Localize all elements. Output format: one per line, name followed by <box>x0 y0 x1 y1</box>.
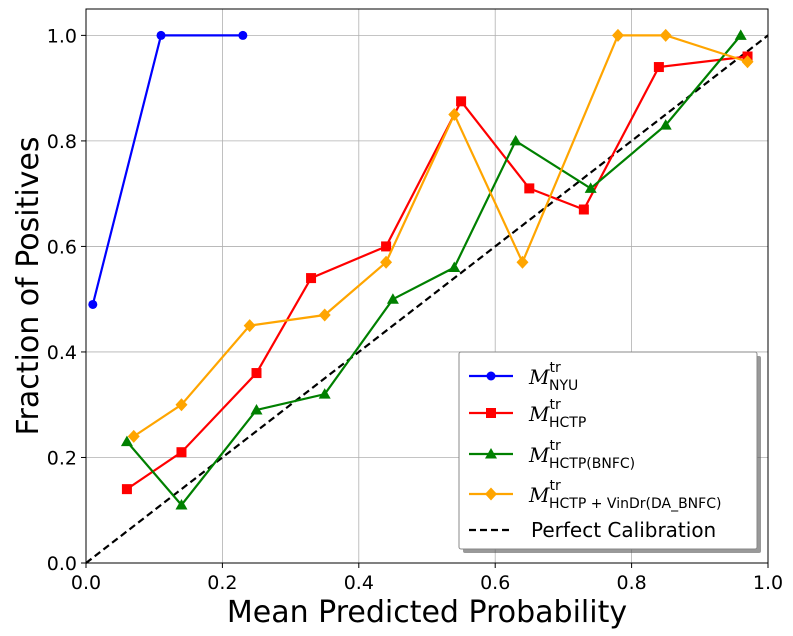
y-tick-label: 0.4 <box>47 342 77 364</box>
x-tick-label: 0.4 <box>344 572 374 594</box>
data-point <box>653 62 664 73</box>
legend-marker <box>486 371 496 381</box>
legend-label: Mtr HCTP <box>528 397 586 431</box>
data-point <box>611 28 624 42</box>
series-hctp-bnfc- <box>120 29 747 510</box>
series-line <box>126 34 742 507</box>
y-tick-label: 0.8 <box>47 131 77 153</box>
legend-label-main: M <box>528 483 550 507</box>
y-tick-label: 0.2 <box>47 447 77 469</box>
x-axis-label: Mean Predicted Probability <box>227 595 627 630</box>
data-point <box>306 273 317 284</box>
data-point <box>386 293 399 304</box>
legend-label-main: M <box>528 443 550 467</box>
axes: 0.0 0.2 0.4 0.6 0.8 1.0 0.0 0.2 0.4 0.6 0.8 1.0 <box>47 8 783 594</box>
legend-label-main: M <box>528 402 550 426</box>
x-tick-label: 0.6 <box>480 572 510 594</box>
series-line <box>133 34 748 438</box>
data-point <box>456 96 467 107</box>
x-tick-label: 0.8 <box>616 572 646 594</box>
data-point <box>448 261 461 273</box>
y-axis-label: Fraction of Positives <box>11 136 46 435</box>
legend-label-sub: NYU <box>549 378 578 394</box>
data-point <box>734 29 747 40</box>
data-point <box>127 429 140 443</box>
data-point <box>318 388 331 399</box>
data-point <box>516 255 529 269</box>
series-line <box>91 34 243 305</box>
series-line <box>126 55 748 491</box>
data-point <box>175 498 188 510</box>
legend-label-sup: tr <box>549 478 560 494</box>
data-point <box>156 30 166 40</box>
data-point <box>250 403 263 415</box>
legend-marker <box>485 487 497 501</box>
legend-label: Mtr HCTP(BNFC) <box>528 438 635 472</box>
data-point <box>88 299 98 309</box>
data-point <box>243 319 256 333</box>
perfect-calibration-line <box>85 34 769 564</box>
data-point <box>121 484 132 495</box>
legend-label-sup: tr <box>549 360 560 376</box>
data-point <box>381 241 392 252</box>
data-point <box>380 255 393 269</box>
legend-marker <box>486 408 496 418</box>
data-point <box>251 368 262 379</box>
legend-label-sup: tr <box>549 397 560 413</box>
data-point <box>578 204 589 215</box>
data-point <box>448 108 461 122</box>
data-point <box>175 398 188 412</box>
legend-label: Perfect Calibration <box>531 518 716 542</box>
data-point <box>176 447 187 458</box>
data-point <box>509 134 522 146</box>
x-tick-label: 0.0 <box>71 572 101 594</box>
y-tick-label: 0.6 <box>47 236 77 258</box>
legend-label-main: M <box>528 365 550 389</box>
data-point <box>659 119 672 130</box>
x-tick-label: 1.0 <box>753 572 783 594</box>
data-point <box>584 182 597 193</box>
y-tick-label: 1.0 <box>47 25 77 47</box>
data-point <box>238 30 248 40</box>
data-point <box>120 435 133 447</box>
series-hctp-vindr-da-bnfc- <box>127 28 754 443</box>
series-nyu <box>88 30 248 309</box>
legend-label-sub: HCTP(BNFC) <box>549 456 635 472</box>
data-point <box>659 28 672 42</box>
legend-label-sup: tr <box>549 438 560 454</box>
legend-label-sub: HCTP + VinDr(DA_BNFC) <box>549 496 721 512</box>
legend-marker <box>485 448 497 459</box>
plot-frame <box>85 8 769 564</box>
legend-label: Mtr HCTP + VinDr(DA_BNFC) <box>528 478 721 512</box>
legend-box <box>458 351 758 550</box>
x-tick-label: 0.2 <box>207 572 237 594</box>
data-point <box>524 183 535 194</box>
legend-label: Mtr NYU <box>528 360 578 394</box>
plot-area <box>85 28 769 564</box>
data-point <box>318 308 331 322</box>
legend-label-sub: HCTP <box>549 415 586 431</box>
data-point <box>741 55 754 69</box>
y-tick-label: 0.0 <box>47 553 77 575</box>
